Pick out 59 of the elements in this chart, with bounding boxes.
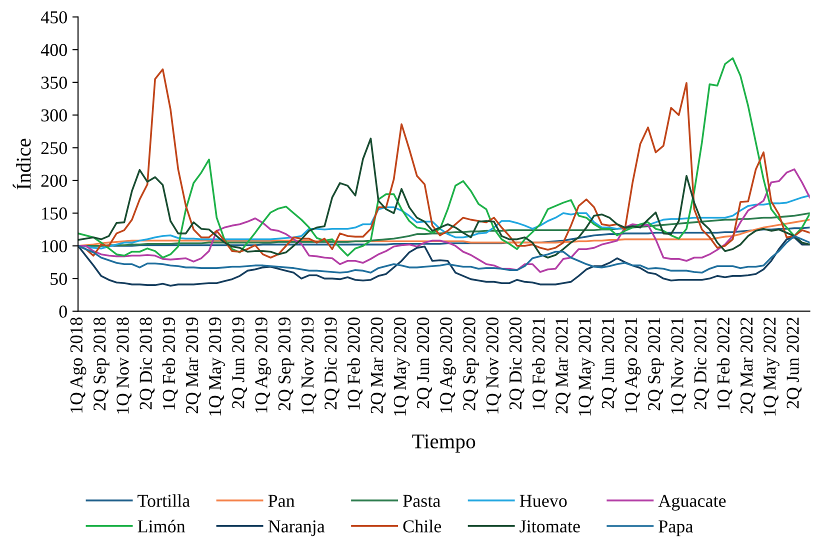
x-tick-label: 1Q Nov 2019 bbox=[301, 318, 316, 414]
x-tick-label: 1Q Ago 2020 bbox=[440, 317, 456, 413]
x-tick-label: 2Q Dic 2018 bbox=[140, 317, 155, 410]
x-tick-label: 2Q Jun 2020 bbox=[416, 317, 432, 408]
x-tick-label: 2Q Jun 2022 bbox=[786, 318, 802, 408]
line-series bbox=[78, 235, 810, 274]
x-tick-label: 1Q May 2019 bbox=[208, 318, 225, 416]
legend-label: Huevo bbox=[520, 494, 567, 507]
x-tick-label: 2Q Mar 2021 bbox=[556, 318, 571, 414]
x-tick-label: 1Q Ago 2019 bbox=[255, 318, 272, 413]
legend-label: Limón bbox=[138, 520, 186, 532]
x-tick-label: 1Q Feb 2020 bbox=[347, 317, 363, 410]
x-tick-label: 2Q Jun 2019 bbox=[232, 318, 248, 408]
x-tick-label: 1Q May 2022 bbox=[764, 318, 780, 416]
x-tick-label: 2Q Mar 2020 bbox=[370, 317, 386, 414]
y-tick-label: 100 bbox=[42, 240, 67, 252]
x-tick-label: 1Q Feb 2021 bbox=[532, 318, 548, 410]
legend-label: Pan bbox=[268, 494, 295, 507]
y-tick-label: 350 bbox=[41, 76, 67, 89]
x-tick-label: 2Q Mar 2019 bbox=[186, 318, 201, 414]
line-series bbox=[78, 236, 810, 287]
y-tick-label: 400 bbox=[40, 44, 67, 56]
x-tick-label: 2Q Dic 2019 bbox=[324, 318, 340, 410]
legend-label: Papa bbox=[658, 520, 693, 536]
y-tick-label: 450 bbox=[40, 11, 67, 24]
y-tick-label: 300 bbox=[41, 109, 67, 122]
x-tick-label: 2Q Sep 2019 bbox=[278, 318, 294, 410]
x-tick-label: 1Q Feb 2022 bbox=[716, 318, 732, 410]
x-tick-label: 2Q Sep 2018 bbox=[93, 317, 110, 410]
x-tick-label: 2Q Dic 2021 bbox=[694, 318, 710, 410]
x-axis-title: Tiempo bbox=[412, 434, 476, 453]
x-tick-label: 2Q Dic 2020 bbox=[509, 317, 524, 410]
x-tick-label: 2Q Mar 2022 bbox=[740, 318, 756, 414]
y-tick-label: 250 bbox=[41, 142, 67, 154]
line-series bbox=[78, 218, 810, 247]
y-tick-label: 150 bbox=[42, 207, 67, 220]
y-tick-label: 200 bbox=[41, 174, 67, 187]
x-tick-label: 1Q May 2020 bbox=[394, 317, 410, 416]
legend-label: Tortilla bbox=[138, 494, 190, 507]
x-tick-label: 2Q Sep 2021 bbox=[648, 318, 664, 410]
x-tick-label: 1Q Ago 2021 bbox=[624, 318, 641, 413]
line-series bbox=[78, 168, 810, 273]
legend-label: Pasta bbox=[403, 494, 440, 507]
legend-label: Naranja bbox=[268, 520, 325, 536]
legend-label: Jitomate bbox=[520, 520, 580, 532]
x-tick-label: 1Q Ago 2018 bbox=[70, 317, 86, 413]
x-tick-label: 1Q Nov 2018 bbox=[116, 317, 132, 414]
legend-label: Chile bbox=[403, 520, 442, 532]
y-tick-label: 50 bbox=[50, 272, 67, 285]
y-tick-label: 0 bbox=[59, 306, 67, 318]
x-tick-label: 1Q May 2021 bbox=[578, 318, 595, 416]
x-tick-label: 2Q Jun 2021 bbox=[602, 318, 617, 408]
line-series bbox=[78, 138, 810, 259]
x-tick-label: 2Q Sep 2020 bbox=[463, 317, 480, 410]
y-axis-title: Índice bbox=[12, 138, 31, 190]
x-tick-label: 1Q Nov 2020 bbox=[486, 317, 502, 414]
x-tick-label: 1Q Nov 2021 bbox=[671, 318, 686, 414]
x-tick-label: 1Q Feb 2019 bbox=[162, 318, 178, 410]
legend-label: Aguacate bbox=[658, 494, 726, 511]
